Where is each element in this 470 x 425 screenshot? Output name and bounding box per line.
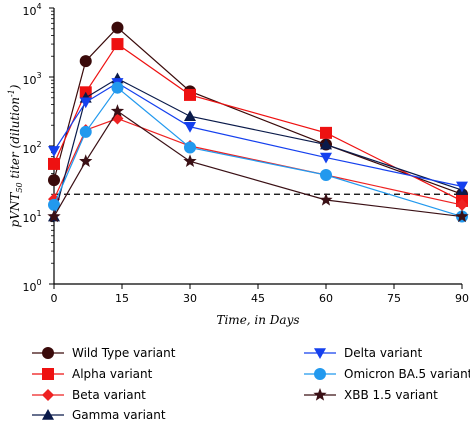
x-tick-label-75: 75 [387, 292, 401, 305]
legend-swatch-wild-type [32, 347, 64, 359]
series-4-point-3 [184, 121, 196, 133]
series-1-point-3 [184, 88, 196, 101]
legend-item-beta: Beta variant [30, 385, 146, 405]
series-5-point-0 [48, 198, 60, 211]
series-1-point-4 [320, 126, 332, 139]
series-6-point-0 [47, 209, 61, 223]
y-tick-label-100: 102 [22, 140, 41, 156]
x-tick-label-15: 15 [115, 292, 129, 305]
series-6 [47, 104, 469, 223]
legend-label-beta: Beta variant [72, 388, 146, 402]
y-tick-label-10000: 104 [22, 2, 41, 18]
y-tick-label-10: 101 [22, 209, 41, 225]
series-layer [47, 21, 469, 223]
y-axis-title-end: ) [8, 84, 22, 90]
series-3-point-4 [320, 138, 332, 150]
series-line-6 [53, 110, 463, 218]
y-axis-title-rest: titer (dilution [8, 97, 22, 182]
legend-item-alpha: Alpha variant [30, 364, 152, 384]
series-1 [48, 38, 468, 207]
series-0-point-0 [48, 174, 60, 187]
series-6-point-3 [183, 154, 197, 167]
series-4 [48, 78, 468, 193]
legend-item-delta: Delta variant [302, 343, 422, 363]
series-0 [48, 21, 468, 201]
x-tick-label-0: 0 [51, 292, 58, 305]
series-6-point-2 [110, 104, 125, 117]
series-1-point-0 [48, 157, 60, 170]
legend-marker-1 [42, 368, 54, 380]
series-6-point-5 [455, 209, 469, 223]
legend-marker-4 [314, 348, 326, 359]
series-line-0 [53, 26, 463, 195]
series-6-point-4 [319, 192, 333, 206]
series-4-point-4 [320, 152, 332, 164]
legend-item-wild-type: Wild Type variant [30, 343, 175, 363]
legend-swatch-delta [304, 348, 336, 359]
series-0-point-2 [111, 21, 124, 34]
series-2-point-5 [456, 198, 468, 211]
x-tick-label-90: 90 [455, 292, 469, 305]
series-5 [48, 81, 468, 223]
legend-label-delta: Delta variant [344, 346, 423, 360]
y-axis-title: pVNT50 titer (dilution-1) [7, 84, 24, 227]
y-axis-title-main: pVNT [8, 192, 22, 228]
legend-marker-5 [314, 368, 326, 380]
series-5-point-3 [184, 141, 196, 154]
series-3-point-3 [184, 110, 196, 122]
series-4-point-1 [79, 97, 92, 109]
series-4-point-5 [456, 181, 468, 193]
series-0-point-1 [79, 55, 92, 68]
legend-swatch-omicron [304, 368, 336, 380]
legend: Wild Type variant Alpha variant Beta var… [30, 340, 470, 423]
series-line-5 [53, 86, 463, 218]
legend-swatch-alpha [32, 368, 64, 380]
legend-marker-3 [42, 409, 54, 420]
x-tick-label-45: 45 [251, 292, 265, 305]
series-line-2 [53, 117, 463, 206]
y-tick-label-1: 100 [22, 278, 41, 294]
series-5-point-4 [320, 168, 332, 181]
series-5-point-2 [111, 81, 124, 94]
legend-marker-0 [42, 347, 54, 359]
axes: 0 15 30 45 60 75 90 100 101 102 103 104 [22, 2, 469, 305]
legend-swatch-xbb [304, 388, 336, 401]
series-line-1 [53, 43, 463, 202]
series-4-point-0 [48, 146, 60, 157]
x-tick-label-60: 60 [319, 292, 333, 305]
legend-marker-2 [42, 389, 54, 401]
legend-item-xbb: XBB 1.5 variant [302, 385, 438, 405]
x-axis-title: Time, in Days [216, 313, 299, 327]
legend-item-omicron: Omicron BA.5 variant [302, 364, 470, 384]
series-5-point-1 [79, 125, 92, 138]
legend-label-gamma: Gamma variant [72, 408, 166, 422]
y-axis-title-sub: 50 [15, 182, 24, 192]
legend-label-alpha: Alpha variant [72, 367, 153, 381]
legend-marker-6 [313, 388, 327, 401]
legend-swatch-gamma [32, 409, 64, 420]
series-line-4 [53, 82, 463, 187]
series-line-3 [53, 77, 463, 217]
legend-label-omicron: Omicron BA.5 variant [344, 367, 470, 381]
legend-swatch-beta [32, 389, 64, 401]
chart: 0 15 30 45 60 75 90 100 101 102 103 104 Time, in Da… [7, 2, 469, 327]
legend-item-gamma: Gamma variant [30, 405, 166, 425]
series-6-point-1 [79, 154, 93, 167]
legend-label-xbb: XBB 1.5 variant [344, 388, 438, 402]
series-1-point-2 [111, 38, 124, 51]
y-tick-label-1000: 103 [22, 71, 41, 87]
y-axis-title-sup: -1 [7, 89, 16, 97]
legend-label-wild-type: Wild Type variant [72, 346, 176, 360]
x-tick-label-30: 30 [183, 292, 197, 305]
